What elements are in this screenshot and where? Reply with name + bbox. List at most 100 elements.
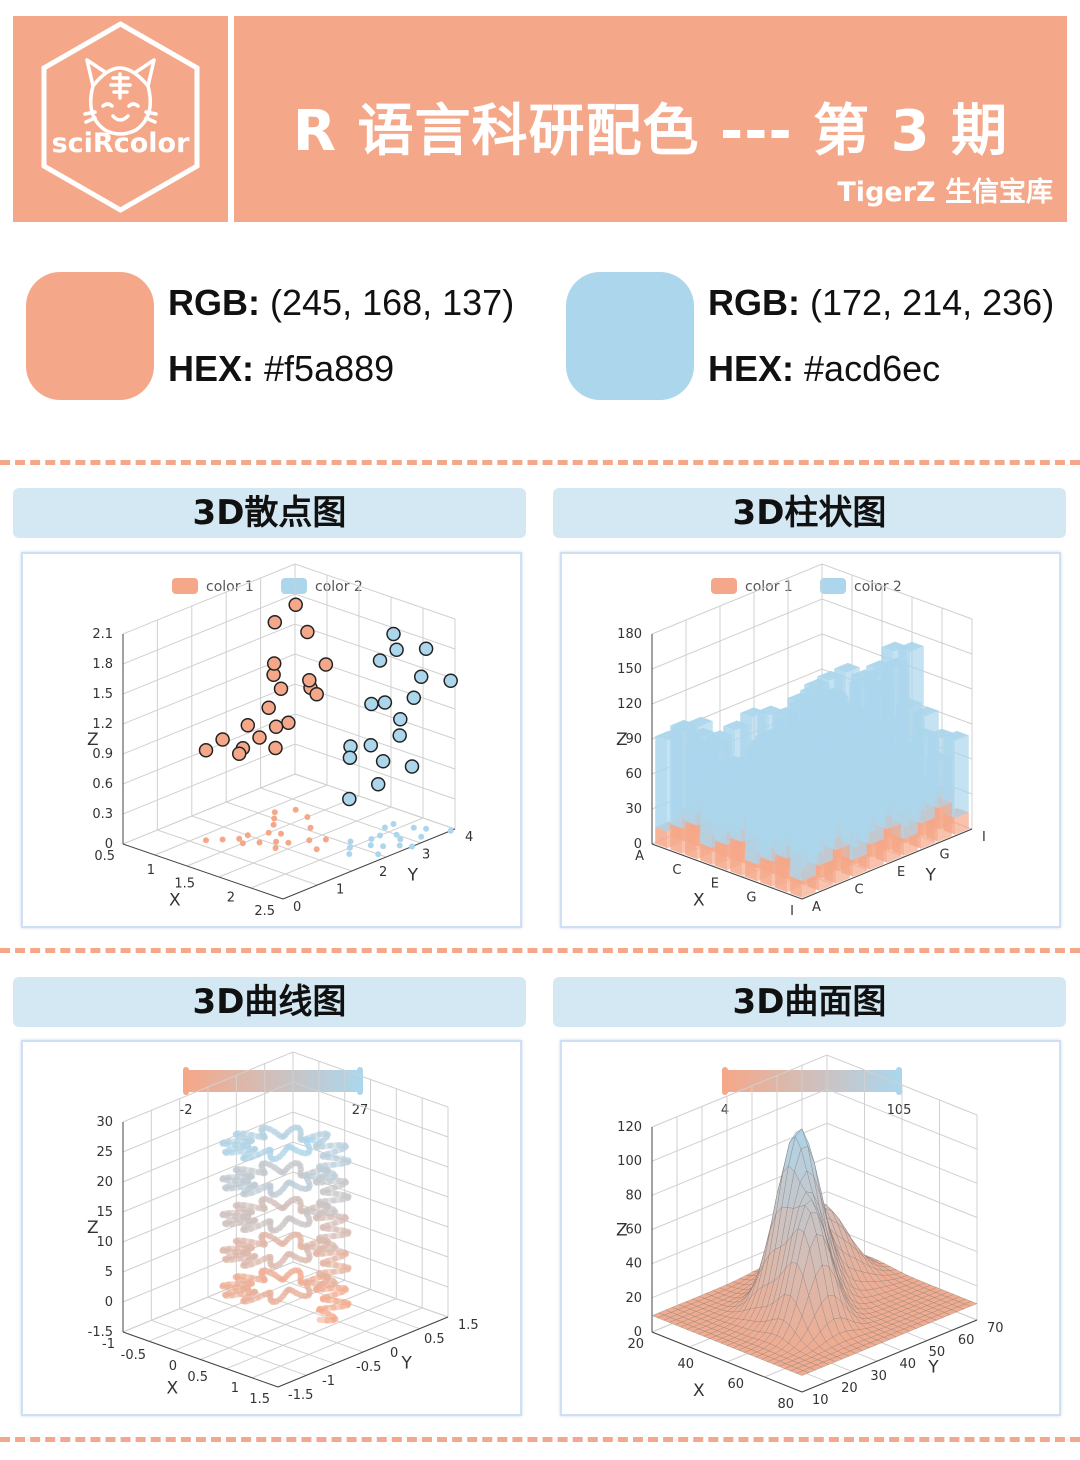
surface-cell bbox=[795, 1370, 810, 1376]
bar-top bbox=[807, 809, 833, 820]
z-tick-label: 60 bbox=[625, 1223, 642, 1238]
scatter-shadow-point bbox=[307, 824, 314, 831]
bar-top bbox=[760, 798, 786, 809]
scatter-point bbox=[406, 690, 422, 705]
scatter-shadow-point bbox=[346, 844, 353, 851]
grid-line bbox=[651, 563, 973, 635]
x-tick-label: 0.5 bbox=[94, 849, 115, 864]
scatter-point bbox=[318, 657, 334, 672]
color-2-rgb: RGB: (172, 214, 236) bbox=[708, 282, 1054, 324]
scatter-shadow-point bbox=[273, 838, 280, 845]
bar-face bbox=[921, 778, 935, 824]
z-tick-label: 180 bbox=[617, 627, 642, 642]
bar-face bbox=[730, 785, 743, 843]
x-tick-label: -1 bbox=[102, 1337, 115, 1352]
bar-top bbox=[832, 701, 858, 712]
scatter-shadow-point bbox=[393, 831, 400, 838]
x-tick-label: 1.5 bbox=[249, 1392, 270, 1407]
z-tick-label: 5 bbox=[105, 1265, 113, 1280]
hex-value: #acd6ec bbox=[804, 348, 941, 389]
x-tick-label: A bbox=[635, 849, 644, 864]
scatter-shadow-point bbox=[368, 836, 375, 842]
y-axis-label: Y bbox=[925, 866, 937, 886]
y-tick-label: 40 bbox=[900, 1357, 917, 1372]
scatter-chart-card: color 1 color 2 0 0.3 0.6 0.9 1.2 1.5 1.8 2.1 0.5… bbox=[21, 552, 522, 928]
scatter-point bbox=[268, 719, 284, 734]
y-tick-label: G bbox=[940, 848, 950, 863]
x-axis-line bbox=[651, 843, 803, 900]
bar-face bbox=[819, 859, 833, 891]
bar-top bbox=[794, 774, 820, 785]
visual-map-handle bbox=[357, 1067, 363, 1095]
scatter-point bbox=[404, 759, 420, 774]
color-1-hex: HEX: #f5a889 bbox=[168, 348, 394, 390]
scatter-shadow-point bbox=[380, 843, 387, 850]
helix-segment bbox=[309, 1137, 323, 1145]
x-axis-line bbox=[122, 843, 284, 900]
z-tick-label: 20 bbox=[625, 1291, 642, 1306]
bar-top bbox=[775, 826, 801, 837]
scatter-shadow-point bbox=[304, 814, 311, 820]
bar-top bbox=[834, 662, 860, 673]
scatter-shadow-point bbox=[322, 836, 329, 843]
grid-line bbox=[651, 1088, 978, 1162]
bar-top bbox=[824, 772, 850, 783]
scatter-title: 3D散点图 bbox=[13, 488, 526, 538]
x-tick-label: 80 bbox=[777, 1397, 794, 1412]
z-tick-label: 0.3 bbox=[92, 807, 113, 822]
x-tick-label: -0.5 bbox=[121, 1348, 146, 1363]
scatter-shadow-point bbox=[418, 833, 425, 840]
grid-line bbox=[651, 598, 973, 670]
bar-top bbox=[779, 745, 805, 756]
x-tick-label: I bbox=[790, 904, 794, 919]
y-tick-label: 1.5 bbox=[458, 1318, 479, 1333]
color-swatch-2 bbox=[566, 272, 694, 400]
x-tick-label: C bbox=[672, 863, 681, 878]
page-title: R 语言科研配色 --- 第 3 期 bbox=[292, 99, 1009, 164]
legend-swatch bbox=[820, 578, 846, 594]
scatter-point bbox=[372, 653, 388, 668]
bar-face bbox=[655, 827, 668, 849]
grid-line bbox=[179, 1308, 335, 1365]
scatter-shadow-point bbox=[239, 840, 246, 847]
scatter-point bbox=[281, 715, 296, 730]
bar-top bbox=[943, 730, 969, 741]
bar-face bbox=[853, 747, 867, 860]
x-axis-line bbox=[122, 1331, 279, 1388]
z-tick-label: 2.1 bbox=[92, 627, 113, 642]
x-tick-label: E bbox=[711, 877, 719, 892]
scatter-shadow-point bbox=[377, 832, 383, 839]
x-axis-label: X bbox=[167, 1379, 179, 1399]
z-axis-label: Z bbox=[87, 730, 99, 750]
bar-face bbox=[955, 735, 969, 818]
y-tick-label: 3 bbox=[422, 848, 430, 863]
scatter-shadow-point bbox=[375, 851, 382, 858]
scatter-shadow-point bbox=[381, 824, 388, 831]
y-axis-line bbox=[801, 1319, 978, 1393]
bar-top bbox=[685, 737, 711, 748]
grid-line bbox=[191, 815, 352, 872]
grid-line bbox=[226, 801, 387, 858]
z-tick-label: 0 bbox=[634, 1325, 642, 1340]
bar-face bbox=[836, 776, 850, 851]
scatter-point bbox=[309, 687, 324, 702]
scatter-point bbox=[443, 673, 458, 688]
scatter-shadow-point bbox=[270, 821, 277, 828]
scatter-point bbox=[266, 656, 282, 671]
x-tick-label: G bbox=[746, 890, 756, 905]
bar-face bbox=[730, 837, 743, 876]
y-axis-line bbox=[282, 828, 456, 900]
bar-top bbox=[896, 698, 922, 709]
bar-face bbox=[700, 843, 713, 865]
bar-face bbox=[938, 802, 952, 842]
x-tick-label: 2 bbox=[227, 890, 235, 905]
y-axis-label: Y bbox=[407, 866, 419, 886]
visual-map-bar bbox=[727, 1070, 897, 1092]
scatter-shadow-point bbox=[396, 842, 403, 849]
line-chart-card: -2 27 -1.5 0 5 10 15 20 25 30 -1 -0.5 0 0.5 1 1.5 -1.5-… bbox=[21, 1040, 522, 1416]
scatter-shadow-point bbox=[346, 851, 353, 857]
visual-map-handle bbox=[896, 1067, 902, 1095]
scatter-shadow-point bbox=[271, 809, 278, 816]
bar-top bbox=[815, 716, 841, 727]
